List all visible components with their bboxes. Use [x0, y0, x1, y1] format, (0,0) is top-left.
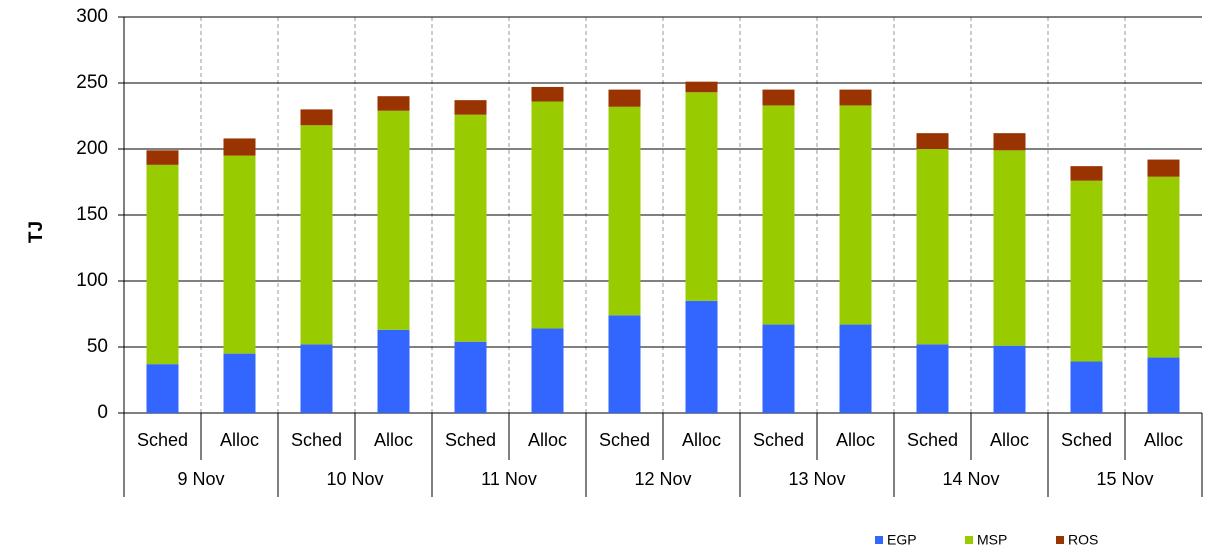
bar-segment — [300, 344, 333, 413]
bar-segment — [608, 89, 641, 107]
x-tick-label: Alloc — [528, 430, 567, 450]
legend-swatch — [1056, 536, 1064, 544]
legend-label: ROS — [1068, 532, 1098, 548]
group-label: 10 Nov — [326, 469, 383, 489]
x-tick-label: Alloc — [990, 430, 1029, 450]
bar-segment — [1070, 180, 1103, 362]
bar-segment — [1147, 176, 1180, 358]
bar-segment — [223, 353, 256, 413]
bar-segment — [1070, 166, 1103, 181]
bar-segment — [146, 164, 179, 365]
bar-segment — [1147, 159, 1180, 177]
bar-segment — [916, 149, 949, 345]
bar-segment — [146, 364, 179, 413]
bar-segment — [916, 133, 949, 149]
bar-segment — [454, 100, 487, 115]
group-label: 11 Nov — [481, 469, 537, 489]
legend-swatch — [875, 536, 883, 544]
bar-segment — [839, 105, 872, 325]
bar-segment — [839, 324, 872, 413]
x-tick-label: Sched — [291, 430, 342, 450]
y-tick-label: 100 — [76, 270, 108, 291]
group-label: 13 Nov — [788, 469, 845, 489]
x-tick-label: Alloc — [1144, 430, 1183, 450]
y-tick-label: 250 — [76, 72, 108, 93]
y-tick-label: 200 — [76, 138, 108, 159]
bar-segment — [223, 138, 256, 156]
bar-segment — [454, 114, 487, 342]
x-tick-label: Alloc — [220, 430, 259, 450]
bar-segment — [531, 101, 564, 329]
bar-segment — [762, 89, 795, 106]
bar-segment — [300, 109, 333, 126]
bar-segment — [1147, 357, 1180, 413]
bar-segment — [685, 81, 718, 93]
bar-segment — [993, 150, 1026, 346]
bar-segment — [146, 150, 179, 165]
group-label: 15 Nov — [1096, 469, 1153, 489]
bar-segment — [377, 329, 410, 413]
group-label: 12 Nov — [634, 469, 691, 489]
bar-segment — [608, 106, 641, 316]
x-tick-label: Alloc — [836, 430, 875, 450]
y-tick-label: 150 — [76, 204, 108, 225]
x-tick-label: Sched — [445, 430, 496, 450]
bar-segment — [608, 315, 641, 413]
y-tick-label: 0 — [97, 402, 108, 423]
bar-segment — [531, 86, 564, 102]
group-label: 14 Nov — [942, 469, 999, 489]
legend-swatch — [965, 536, 973, 544]
bar-segment — [531, 328, 564, 413]
bar-segment — [377, 110, 410, 330]
bar-segment — [685, 300, 718, 413]
bar-segment — [223, 155, 256, 354]
bar-segment — [762, 324, 795, 413]
bar-segment — [993, 345, 1026, 413]
x-tick-label: Alloc — [682, 430, 721, 450]
group-label: 9 Nov — [177, 469, 224, 489]
bar-segment — [377, 96, 410, 111]
bar-segment — [839, 89, 872, 106]
x-tick-label: Sched — [599, 430, 650, 450]
x-tick-label: Alloc — [374, 430, 413, 450]
legend-label: EGP — [887, 532, 917, 548]
bar-segment — [916, 344, 949, 413]
bar-segment — [1070, 361, 1103, 413]
bar-segment — [993, 133, 1026, 151]
x-tick-label: Sched — [753, 430, 804, 450]
x-tick-label: Sched — [137, 430, 188, 450]
legend-label: MSP — [977, 532, 1007, 548]
y-tick-label: 300 — [76, 6, 108, 27]
bar-segment — [685, 92, 718, 301]
bar-segment — [454, 341, 487, 413]
x-tick-label: Sched — [1061, 430, 1112, 450]
bar-segment — [300, 125, 333, 345]
x-tick-label: Sched — [907, 430, 958, 450]
y-axis-label: TJ — [26, 221, 47, 243]
y-tick-label: 50 — [87, 336, 108, 357]
bar-segment — [762, 105, 795, 325]
